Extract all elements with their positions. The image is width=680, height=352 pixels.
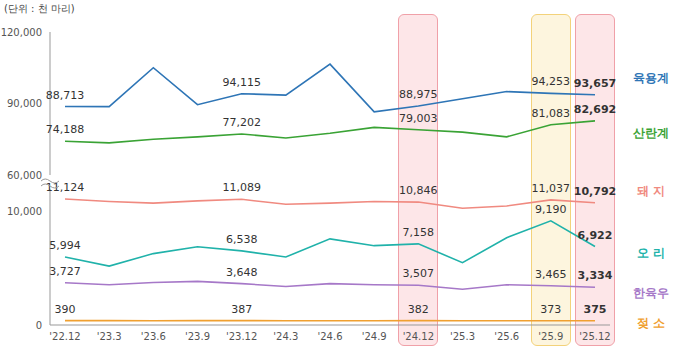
svg-text:375: 375 <box>584 303 607 316</box>
svg-text:'24.12: '24.12 <box>403 331 434 342</box>
svg-text:6,538: 6,538 <box>226 233 258 246</box>
svg-text:'25.9: '25.9 <box>538 331 563 342</box>
svg-text:9,190: 9,190 <box>535 203 567 216</box>
svg-text:6,922: 6,922 <box>578 229 613 242</box>
svg-text:81,083: 81,083 <box>532 107 571 120</box>
svg-text:3,465: 3,465 <box>535 268 567 281</box>
svg-text:11,124: 11,124 <box>45 180 85 194</box>
svg-text:'25.3: '25.3 <box>450 331 475 342</box>
svg-text:88,975: 88,975 <box>399 88 438 101</box>
svg-text:93,657: 93,657 <box>574 77 616 90</box>
svg-text:3,334: 3,334 <box>578 269 613 282</box>
svg-text:11,037: 11,037 <box>532 182 571 195</box>
html-text:오 리: 오 리 <box>636 246 666 260</box>
svg-text:387: 387 <box>231 303 252 316</box>
svg-text:7,158: 7,158 <box>403 226 435 239</box>
svg-text:10,000: 10,000 <box>7 206 42 217</box>
svg-text:79,003: 79,003 <box>399 112 438 125</box>
svg-text:382: 382 <box>408 303 429 316</box>
html-text:육용계: 육용계 <box>633 71 669 85</box>
html-text:젖 소: 젖 소 <box>636 316 666 330</box>
svg-text:'24.9: '24.9 <box>362 331 387 342</box>
svg-text:120,000: 120,000 <box>1 27 42 38</box>
svg-text:373: 373 <box>540 303 561 316</box>
svg-text:94,253: 94,253 <box>532 75 571 88</box>
svg-text:0: 0 <box>36 320 42 331</box>
svg-text:3,507: 3,507 <box>403 267 435 280</box>
html-text:산란계: 산란계 <box>633 126 669 140</box>
svg-text:11,089: 11,089 <box>222 181 261 194</box>
svg-text:94,115: 94,115 <box>222 76 261 89</box>
svg-text:'22.12: '22.12 <box>49 331 80 342</box>
svg-text:'24.3: '24.3 <box>273 331 298 342</box>
svg-text:'23.6: '23.6 <box>141 331 166 342</box>
svg-text:10,792: 10,792 <box>574 185 616 198</box>
svg-text:5,994: 5,994 <box>49 239 81 252</box>
svg-text:'23.9: '23.9 <box>185 331 210 342</box>
svg-text:88,713: 88,713 <box>46 89 85 102</box>
svg-text:390: 390 <box>55 303 76 316</box>
html-text:(단위 : 천 마리): (단위 : 천 마리) <box>4 3 75 14</box>
html-text:돼 지: 돼 지 <box>636 184 666 198</box>
svg-text:'23.3: '23.3 <box>97 331 122 342</box>
svg-text:'24.6: '24.6 <box>317 331 342 342</box>
svg-text:74,188: 74,188 <box>46 123 85 136</box>
svg-text:60,000: 60,000 <box>7 170 42 180</box>
svg-text:90,000: 90,000 <box>7 98 42 109</box>
svg-text:3,727: 3,727 <box>49 265 81 278</box>
svg-text:10,846: 10,846 <box>399 184 438 197</box>
svg-text:'25.6: '25.6 <box>494 331 519 342</box>
html-text:한육우: 한육우 <box>633 286 669 300</box>
svg-text:3,648: 3,648 <box>226 266 258 279</box>
svg-text:82,692: 82,692 <box>574 103 616 116</box>
svg-text:77,202: 77,202 <box>222 116 261 129</box>
svg-text:'25.12: '25.12 <box>579 331 610 342</box>
svg-text:'23.12: '23.12 <box>226 331 257 342</box>
